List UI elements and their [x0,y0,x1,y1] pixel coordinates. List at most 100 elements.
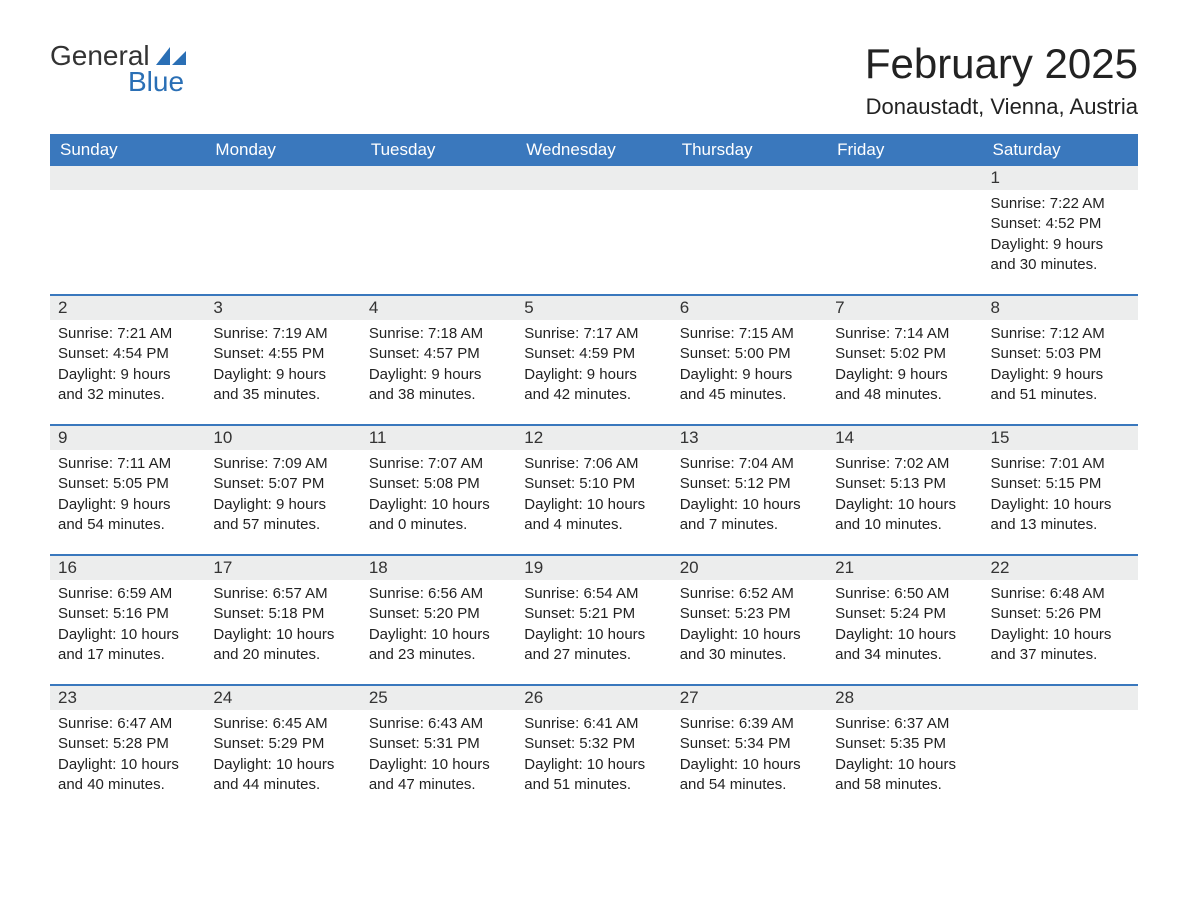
day-info: Sunrise: 6:57 AMSunset: 5:18 PMDaylight:… [205,580,360,665]
day-info: Sunrise: 7:07 AMSunset: 5:08 PMDaylight:… [361,450,516,535]
daylight1-text: Daylight: 10 hours [58,625,197,645]
day-number: 20 [672,556,827,580]
sunrise-text: Sunrise: 7:14 AM [835,324,974,344]
sunrise-text: Sunrise: 7:04 AM [680,454,819,474]
day-info: Sunrise: 7:18 AMSunset: 4:57 PMDaylight:… [361,320,516,405]
daylight1-text: Daylight: 10 hours [835,495,974,515]
day-number: 25 [361,686,516,710]
daylight2-text: and 30 minutes. [680,645,819,665]
day-info: Sunrise: 7:19 AMSunset: 4:55 PMDaylight:… [205,320,360,405]
week-row: 23Sunrise: 6:47 AMSunset: 5:28 PMDayligh… [50,684,1138,796]
daylight1-text: Daylight: 9 hours [991,235,1130,255]
daylight1-text: Daylight: 10 hours [991,495,1130,515]
day-info: Sunrise: 7:15 AMSunset: 5:00 PMDaylight:… [672,320,827,405]
daylight2-text: and 20 minutes. [213,645,352,665]
title-block: February 2025 Donaustadt, Vienna, Austri… [865,40,1138,120]
daylight2-text: and 48 minutes. [835,385,974,405]
day-cell: 18Sunrise: 6:56 AMSunset: 5:20 PMDayligh… [361,556,516,666]
sunset-text: Sunset: 5:18 PM [213,604,352,624]
sunset-text: Sunset: 5:08 PM [369,474,508,494]
day-number [361,166,516,190]
daylight2-text: and 4 minutes. [524,515,663,535]
day-info: Sunrise: 7:01 AMSunset: 5:15 PMDaylight:… [983,450,1138,535]
daylight1-text: Daylight: 9 hours [58,365,197,385]
daylight2-text: and 0 minutes. [369,515,508,535]
daylight1-text: Daylight: 10 hours [369,755,508,775]
day-number: 14 [827,426,982,450]
day-header: Sunday [50,134,205,166]
day-cell: 3Sunrise: 7:19 AMSunset: 4:55 PMDaylight… [205,296,360,406]
day-number: 21 [827,556,982,580]
day-info: Sunrise: 6:47 AMSunset: 5:28 PMDaylight:… [50,710,205,795]
day-number: 27 [672,686,827,710]
sunrise-text: Sunrise: 6:54 AM [524,584,663,604]
daylight1-text: Daylight: 10 hours [835,755,974,775]
week-row: 2Sunrise: 7:21 AMSunset: 4:54 PMDaylight… [50,294,1138,406]
day-header: Wednesday [516,134,671,166]
day-number [827,166,982,190]
week-row: 16Sunrise: 6:59 AMSunset: 5:16 PMDayligh… [50,554,1138,666]
sunset-text: Sunset: 4:59 PM [524,344,663,364]
day-number: 2 [50,296,205,320]
sunset-text: Sunset: 4:54 PM [58,344,197,364]
sunset-text: Sunset: 5:10 PM [524,474,663,494]
day-cell [516,166,671,276]
day-header: Saturday [983,134,1138,166]
day-cell: 25Sunrise: 6:43 AMSunset: 5:31 PMDayligh… [361,686,516,796]
sunrise-text: Sunrise: 6:52 AM [680,584,819,604]
day-number: 23 [50,686,205,710]
daylight2-text: and 42 minutes. [524,385,663,405]
day-number: 3 [205,296,360,320]
month-title: February 2025 [865,40,1138,88]
sunset-text: Sunset: 5:07 PM [213,474,352,494]
daylight2-text: and 17 minutes. [58,645,197,665]
daylight1-text: Daylight: 10 hours [524,495,663,515]
daylight1-text: Daylight: 9 hours [524,365,663,385]
logo: General Blue [50,40,188,98]
day-cell: 26Sunrise: 6:41 AMSunset: 5:32 PMDayligh… [516,686,671,796]
daylight2-text: and 58 minutes. [835,775,974,795]
day-cell [827,166,982,276]
daylight1-text: Daylight: 9 hours [58,495,197,515]
sunset-text: Sunset: 5:03 PM [991,344,1130,364]
daylight2-text: and 47 minutes. [369,775,508,795]
sunrise-text: Sunrise: 6:48 AM [991,584,1130,604]
day-info: Sunrise: 7:14 AMSunset: 5:02 PMDaylight:… [827,320,982,405]
day-number [516,166,671,190]
daylight1-text: Daylight: 10 hours [680,755,819,775]
sunset-text: Sunset: 5:31 PM [369,734,508,754]
daylight1-text: Daylight: 10 hours [213,755,352,775]
day-number: 16 [50,556,205,580]
daylight2-text: and 7 minutes. [680,515,819,535]
sunset-text: Sunset: 5:32 PM [524,734,663,754]
sunrise-text: Sunrise: 6:37 AM [835,714,974,734]
daylight2-text: and 10 minutes. [835,515,974,535]
sunrise-text: Sunrise: 6:50 AM [835,584,974,604]
sunset-text: Sunset: 5:23 PM [680,604,819,624]
day-cell: 14Sunrise: 7:02 AMSunset: 5:13 PMDayligh… [827,426,982,536]
daylight2-text: and 27 minutes. [524,645,663,665]
day-header: Friday [827,134,982,166]
sunset-text: Sunset: 5:12 PM [680,474,819,494]
daylight1-text: Daylight: 10 hours [680,625,819,645]
day-cell: 4Sunrise: 7:18 AMSunset: 4:57 PMDaylight… [361,296,516,406]
daylight1-text: Daylight: 9 hours [213,495,352,515]
day-cell [983,686,1138,796]
day-cell: 9Sunrise: 7:11 AMSunset: 5:05 PMDaylight… [50,426,205,536]
day-number: 12 [516,426,671,450]
sunset-text: Sunset: 5:21 PM [524,604,663,624]
sunset-text: Sunset: 5:15 PM [991,474,1130,494]
daylight2-text: and 44 minutes. [213,775,352,795]
day-info: Sunrise: 6:52 AMSunset: 5:23 PMDaylight:… [672,580,827,665]
day-number: 7 [827,296,982,320]
day-cell: 2Sunrise: 7:21 AMSunset: 4:54 PMDaylight… [50,296,205,406]
day-cell: 28Sunrise: 6:37 AMSunset: 5:35 PMDayligh… [827,686,982,796]
daylight2-text: and 51 minutes. [991,385,1130,405]
daylight2-text: and 40 minutes. [58,775,197,795]
day-number: 8 [983,296,1138,320]
day-cell [205,166,360,276]
day-number: 11 [361,426,516,450]
daylight2-text: and 13 minutes. [991,515,1130,535]
sunrise-text: Sunrise: 6:57 AM [213,584,352,604]
sunset-text: Sunset: 5:35 PM [835,734,974,754]
